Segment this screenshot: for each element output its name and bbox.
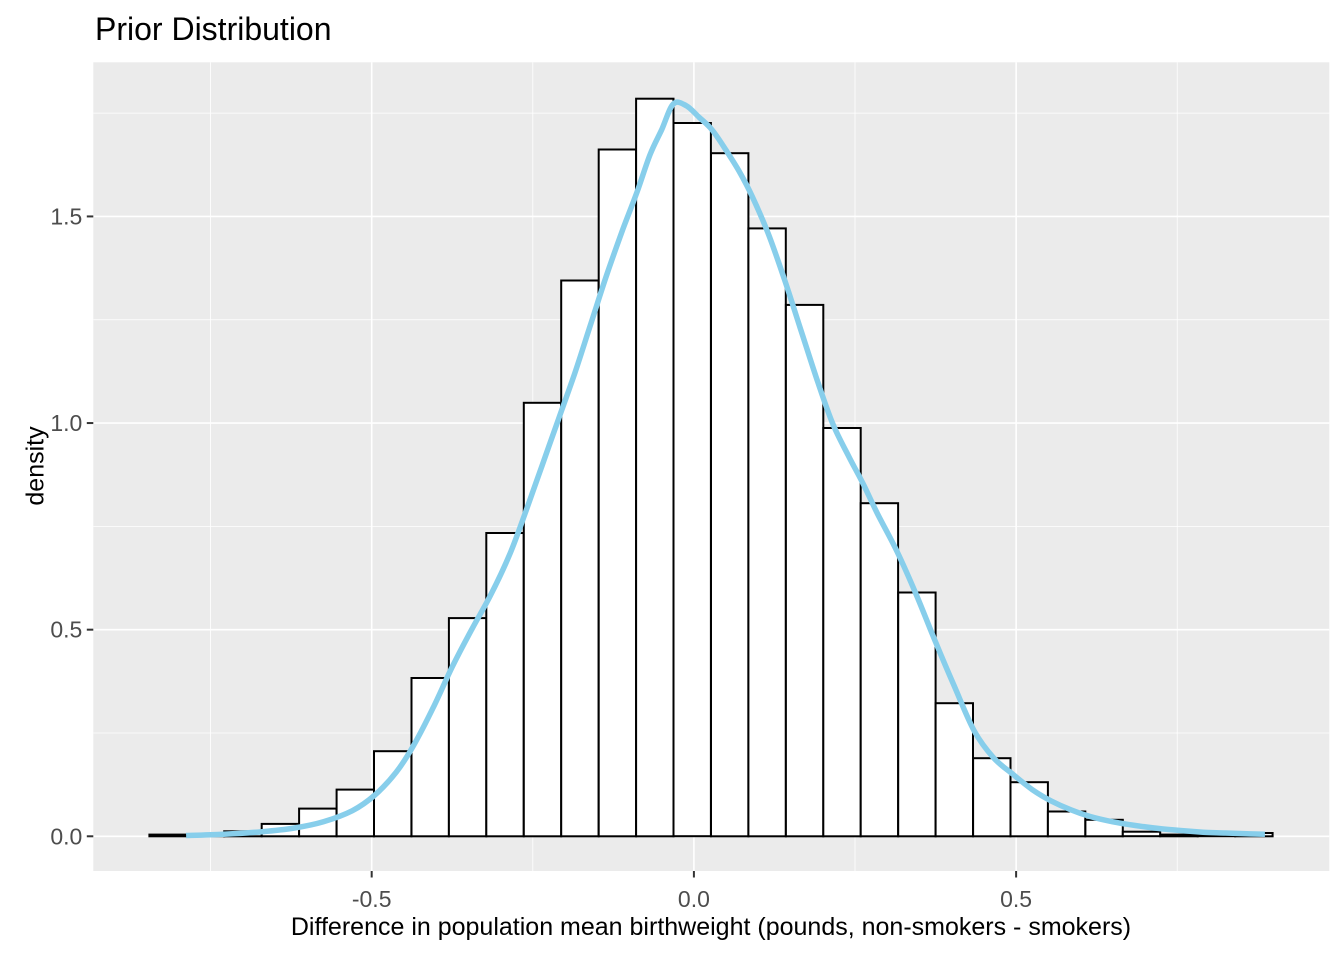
histogram-bar <box>560 279 600 838</box>
y-tick-label: 1.0 <box>50 410 82 436</box>
x-axis-tick-labels: -0.5 0.0 0.5 <box>352 886 1032 912</box>
histogram-bar <box>1121 830 1162 838</box>
histogram-bar <box>447 617 488 838</box>
histogram-bar <box>410 677 450 838</box>
y-tick-label: 0.5 <box>50 617 82 643</box>
x-axis-title: Difference in population mean birthweigh… <box>290 913 1132 941</box>
histogram-bar <box>522 401 563 838</box>
density-curve <box>186 99 1265 839</box>
y-axis-tick-labels: 0.0 0.5 1.0 1.5 <box>50 203 82 849</box>
x-tick-label: 0.5 <box>1000 886 1032 912</box>
histogram-bar <box>710 152 750 838</box>
x-tick-label: 0.0 <box>678 886 710 912</box>
histogram-bar <box>635 97 675 838</box>
y-tick-label: 1.5 <box>50 203 82 229</box>
plot-title: Prior Distribution <box>95 11 332 47</box>
y-axis-title: density <box>21 426 50 506</box>
axis-tick-marks <box>86 215 1018 878</box>
histogram-bar <box>1159 833 1199 838</box>
histogram-bar <box>784 303 825 838</box>
histogram-bar <box>859 502 900 838</box>
histogram-bar <box>747 227 787 838</box>
histogram-bar <box>822 427 862 838</box>
x-tick-label: -0.5 <box>352 886 392 912</box>
histogram-bar <box>485 532 525 838</box>
y-tick-label: 0.0 <box>50 823 82 849</box>
histogram-bar <box>672 122 712 838</box>
histogram-bar <box>1009 781 1049 838</box>
histogram-bars <box>148 97 1274 838</box>
histogram-bar <box>972 757 1012 838</box>
histogram-bar <box>148 833 188 838</box>
